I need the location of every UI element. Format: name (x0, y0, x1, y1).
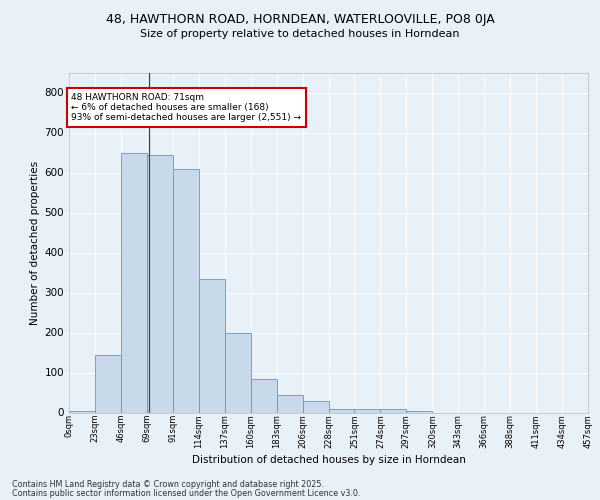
Bar (225, 332, 251, 412)
Bar (355, 408, 380, 412)
Text: Size of property relative to detached houses in Horndean: Size of property relative to detached ho… (140, 29, 460, 39)
Y-axis label: Number of detached properties: Number of detached properties (31, 160, 40, 324)
Bar (277, 394, 302, 412)
Bar (380, 410, 406, 412)
X-axis label: Distribution of detached houses by size in Horndean: Distribution of detached houses by size … (191, 455, 466, 465)
Bar (121, 152, 147, 412)
Bar (147, 154, 173, 412)
Text: Contains HM Land Registry data © Crown copyright and database right 2025.: Contains HM Land Registry data © Crown c… (12, 480, 324, 489)
Bar (251, 378, 277, 412)
Bar (69, 410, 95, 412)
Bar (329, 408, 355, 412)
Bar (95, 354, 121, 412)
Text: 48, HAWTHORN ROAD, HORNDEAN, WATERLOOVILLE, PO8 0JA: 48, HAWTHORN ROAD, HORNDEAN, WATERLOOVIL… (106, 12, 494, 26)
Bar (302, 402, 329, 412)
Text: Contains public sector information licensed under the Open Government Licence v3: Contains public sector information licen… (12, 488, 361, 498)
Text: 48 HAWTHORN ROAD: 71sqm
← 6% of detached houses are smaller (168)
93% of semi-de: 48 HAWTHORN ROAD: 71sqm ← 6% of detached… (71, 92, 301, 122)
Bar (199, 278, 224, 412)
Bar (173, 168, 199, 412)
